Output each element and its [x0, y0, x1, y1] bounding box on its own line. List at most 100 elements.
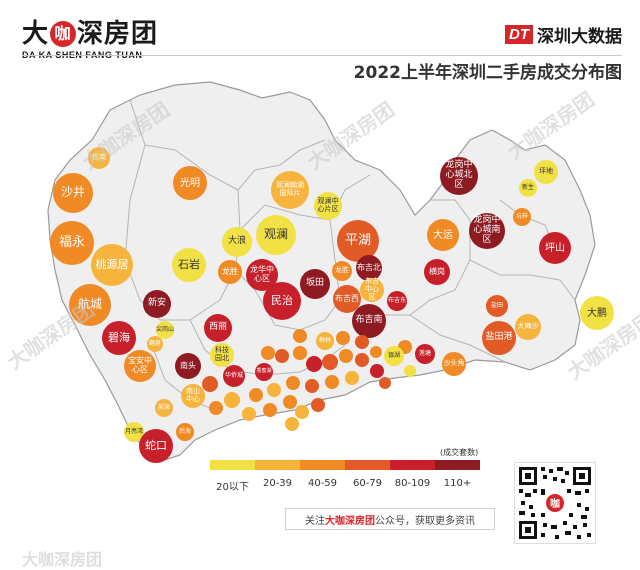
area-bubble-houhai: 后海 — [176, 423, 194, 441]
area-bubble-buji-nan: 布吉南 — [352, 304, 386, 338]
brand-logo-text: 大咖深房团 — [22, 19, 159, 49]
area-bubble-xiangmihu: 香蜜湖 — [255, 363, 273, 381]
area-bubble-dot-8 — [370, 364, 384, 378]
legend-title: (成交套数) — [440, 448, 479, 457]
area-bubble-dapeng: 大鹏 — [580, 296, 614, 330]
legend-color-bar — [210, 460, 480, 470]
qr-center-logo — [546, 494, 564, 512]
area-bubble-dameisha: 大梅沙 — [515, 314, 541, 340]
area-bubble-bantian: 坂田 — [300, 269, 330, 299]
area-bubble-yantian: 盐田 — [486, 295, 508, 317]
area-bubble-bihai: 碧海 — [102, 321, 136, 355]
area-bubble-dalang: 大浪 — [222, 227, 252, 257]
area-bubble-longgang-north: 龙岗中心城北区 — [440, 157, 478, 195]
legend-swatch — [345, 460, 390, 470]
area-bubble-kejiyuan-bei: 科技园北 — [210, 343, 234, 367]
watermark-logo: 大咖深房团 — [22, 550, 103, 569]
qr-code[interactable]: 咖 — [514, 462, 596, 544]
area-bubble-xinsheng: 新生 — [519, 179, 537, 197]
area-bubble-dot-7 — [355, 353, 369, 367]
area-bubble-yinhu: 银湖 — [384, 346, 404, 366]
area-bubble-dot-13 — [267, 383, 281, 397]
area-bubble-dot-1 — [261, 346, 275, 360]
legend-labels: 20以下 20-39 40-59 60-79 80-109 110+ — [210, 478, 480, 493]
area-bubble-dayun: 大运 — [427, 219, 459, 251]
legend-label: 40-59 — [307, 478, 338, 489]
area-bubble-baoan-center: 宝安中心区 — [124, 350, 156, 382]
area-bubble-guanlan: 观澜 — [256, 215, 296, 255]
dt-name: 深圳大数据 — [537, 27, 622, 47]
area-bubble-dot-12 — [286, 376, 300, 390]
area-bubble-dot-20 — [263, 403, 277, 417]
area-bubble-dot-24 — [355, 335, 369, 349]
dt-logo: DT 深圳大数据 — [505, 22, 622, 47]
area-bubble-dot-3 — [293, 346, 307, 360]
area-bubble-pingdi: 坪地 — [534, 160, 558, 184]
area-bubble-shiyan: 石岩 — [172, 248, 206, 282]
area-bubble-xinan: 新安 — [143, 290, 171, 318]
area-bubble-guanlan-hanhu: 观澜翰湖国际片 — [271, 171, 309, 209]
area-bubble-guangming: 光明 — [173, 166, 207, 200]
area-bubble-longsheng: 龙胜 — [218, 260, 242, 284]
area-bubble-songgang: 松岗 — [88, 147, 110, 169]
area-bubble-dot-27 — [379, 377, 391, 389]
area-bubble-dot-15 — [224, 392, 240, 408]
legend-swatch — [390, 460, 435, 470]
follow-banner: 关注 大咖深房团 公众号，获取更多资讯 — [285, 508, 495, 530]
legend-swatch — [255, 460, 300, 470]
area-bubble-buji-dong: 布吉东 — [387, 291, 407, 311]
legend: (成交套数) 20以下 20-39 40-59 60-79 80-109 110… — [210, 448, 480, 493]
area-bubble-dot-22 — [293, 329, 307, 343]
area-bubble-dot-17 — [283, 395, 297, 409]
area-bubble-yueliangwan: 月亮湾 — [124, 422, 144, 442]
area-bubble-shekou: 蛇口 — [139, 429, 173, 463]
area-bubble-dot-9 — [345, 371, 359, 385]
area-bubble-dot-29 — [209, 401, 223, 415]
area-bubble-dot-23 — [336, 331, 350, 345]
area-bubble-minzhi: 民治 — [263, 282, 301, 320]
area-bubble-dot-26 — [242, 407, 256, 421]
area-bubble-dot-11 — [305, 379, 319, 393]
area-bubble-dot-21 — [285, 417, 299, 431]
title-divider — [22, 55, 622, 56]
area-bubble-liantang: 莲塘 — [415, 344, 435, 364]
legend-label: 110+ — [443, 478, 472, 489]
area-bubble-taoyuanju: 桃源居 — [91, 244, 133, 286]
area-bubble-meilin: 梅林 — [316, 332, 334, 350]
legend-label: 60-79 — [352, 478, 383, 489]
area-bubble-pingshan: 坪山 — [539, 232, 571, 264]
dt-mark: DT — [505, 25, 533, 44]
area-bubble-dot-18 — [311, 398, 325, 412]
area-bubble-dot-2 — [275, 349, 289, 363]
page-title: 2022上半年深圳二手房成交分布图 — [353, 63, 622, 83]
area-bubble-dot-16 — [202, 376, 218, 392]
qr-center-glyph: 咖 — [550, 497, 560, 510]
area-bubble-kengzi: 坑梓 — [513, 208, 531, 226]
area-bubble-jieneng: 龙胜 — [332, 261, 352, 281]
area-bubble-hangcheng: 航城 — [69, 284, 111, 326]
area-bubble-guanlan-center: 观澜中心片区 — [314, 192, 342, 220]
area-bubble-nanshan-center: 南山中心 — [181, 384, 205, 408]
area-bubble-dot-19 — [295, 405, 309, 419]
area-bubble-dot-4 — [306, 356, 322, 372]
follow-brand: 大咖深房团 — [325, 515, 375, 527]
area-bubble-shatoujiao: 沙头角 — [442, 352, 466, 376]
area-bubble-yantian-port: 盐田港 — [482, 321, 516, 355]
area-bubble-nantou: 南头 — [175, 353, 201, 379]
area-bubble-huaqiaocheng: 华侨城 — [223, 365, 245, 387]
area-bubble-xili: 西丽 — [204, 314, 232, 342]
legend-swatch — [435, 460, 480, 470]
area-bubble-jiangangshan: 尖岗山 — [156, 321, 174, 339]
area-bubble-dot-28 — [404, 365, 416, 377]
area-bubble-dot-5 — [322, 354, 338, 370]
area-bubble-henggang: 横岗 — [424, 259, 450, 285]
area-bubble-dot-25 — [370, 346, 382, 358]
area-bubble-fuyong: 福永 — [50, 221, 94, 265]
legend-swatch — [300, 460, 345, 470]
legend-label: 80-109 — [394, 478, 431, 489]
legend-label: 20以下 — [216, 482, 249, 493]
area-bubble-qianhai: 前海 — [155, 399, 173, 417]
area-bubble-dot-10 — [325, 375, 339, 389]
area-bubble-fanshen: 翻身 — [147, 336, 163, 352]
area-bubble-longgang-south: 龙岗中心城南区 — [469, 213, 505, 249]
